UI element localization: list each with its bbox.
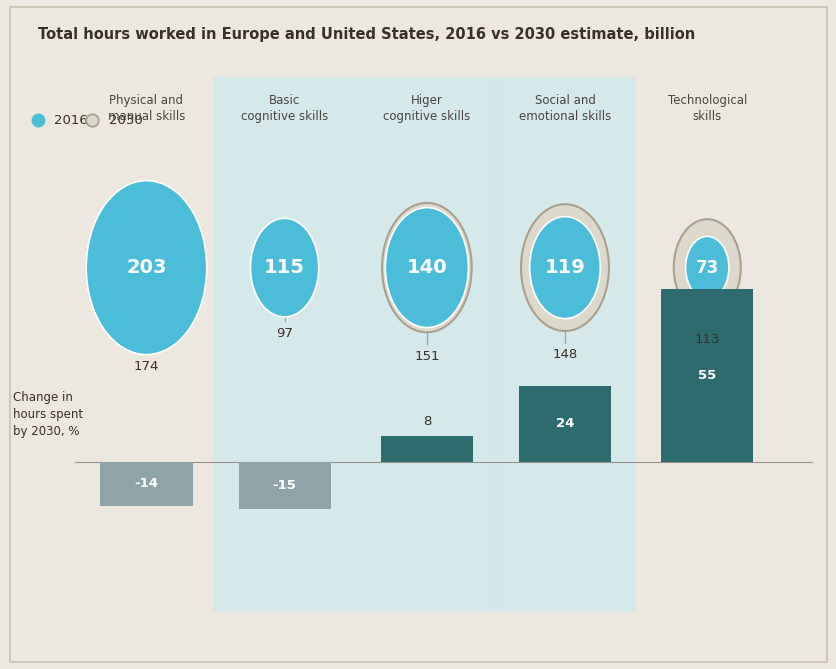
Text: Higer
cognitive skills: Higer cognitive skills bbox=[383, 94, 470, 122]
Bar bbox=[380, 436, 472, 462]
Ellipse shape bbox=[381, 203, 472, 332]
Text: 113: 113 bbox=[694, 333, 719, 347]
Ellipse shape bbox=[685, 236, 728, 299]
Ellipse shape bbox=[529, 217, 599, 318]
Text: -15: -15 bbox=[273, 479, 296, 492]
Text: 203: 203 bbox=[126, 258, 166, 277]
Text: 97: 97 bbox=[276, 326, 293, 340]
Text: 140: 140 bbox=[406, 258, 446, 277]
Text: 55: 55 bbox=[697, 369, 716, 381]
Text: 119: 119 bbox=[544, 258, 584, 277]
Ellipse shape bbox=[385, 207, 468, 328]
Text: 115: 115 bbox=[264, 258, 304, 277]
Ellipse shape bbox=[250, 218, 319, 317]
Bar bbox=[518, 386, 610, 462]
Text: Change in
hours spent
by 2030, %: Change in hours spent by 2030, % bbox=[13, 391, 83, 438]
Text: 148: 148 bbox=[552, 349, 577, 361]
Text: 174: 174 bbox=[134, 359, 159, 373]
Ellipse shape bbox=[256, 226, 313, 309]
Bar bbox=[660, 289, 752, 462]
Text: Basic
cognitive skills: Basic cognitive skills bbox=[241, 94, 328, 122]
Ellipse shape bbox=[673, 219, 740, 316]
Text: Physical and
manual skills: Physical and manual skills bbox=[108, 94, 185, 122]
Bar bbox=[238, 462, 330, 508]
Ellipse shape bbox=[86, 181, 206, 355]
Bar bbox=[100, 462, 192, 506]
Text: Social and
emotional skills: Social and emotional skills bbox=[518, 94, 610, 122]
Ellipse shape bbox=[94, 193, 198, 342]
Text: -14: -14 bbox=[135, 477, 158, 490]
Text: 8: 8 bbox=[422, 415, 431, 428]
Text: 24: 24 bbox=[555, 417, 573, 430]
Text: 2030: 2030 bbox=[109, 114, 142, 127]
Text: Total hours worked in Europe and United States, 2016 vs 2030 estimate, billion: Total hours worked in Europe and United … bbox=[38, 27, 694, 41]
Bar bbox=[213, 77, 497, 612]
Text: 151: 151 bbox=[414, 350, 439, 363]
Ellipse shape bbox=[521, 204, 608, 331]
Bar bbox=[493, 77, 635, 612]
Text: Technological
skills: Technological skills bbox=[667, 94, 746, 122]
Text: 2016: 2016 bbox=[54, 114, 88, 127]
Text: 73: 73 bbox=[695, 259, 718, 276]
